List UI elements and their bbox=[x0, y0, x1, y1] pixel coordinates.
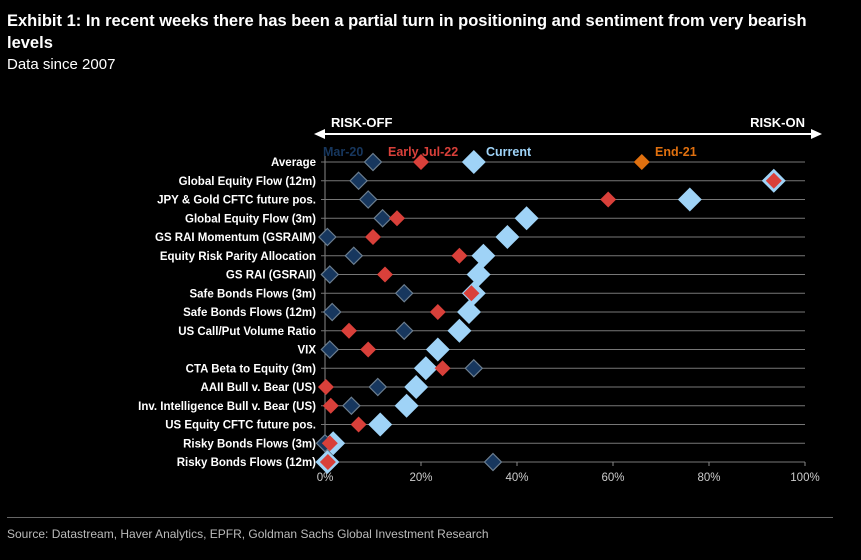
legend-end-21: End-21 bbox=[655, 145, 697, 159]
point-mar-20 bbox=[320, 340, 340, 359]
point-current bbox=[394, 393, 419, 418]
point-early-jul-22 bbox=[319, 454, 336, 470]
point-current bbox=[514, 206, 539, 231]
point-early-jul-22 bbox=[434, 360, 451, 377]
point-mar-20 bbox=[318, 227, 337, 247]
point-current bbox=[457, 300, 481, 324]
point-early-jul-22 bbox=[317, 379, 334, 395]
category-label: Average bbox=[271, 157, 316, 169]
category-label: AAII Bull v. Bear (US) bbox=[201, 382, 317, 394]
point-current bbox=[447, 318, 472, 343]
category-label: Global Equity Flow (12m) bbox=[179, 176, 317, 188]
legend-early-jul-22: Early Jul-22 bbox=[388, 145, 458, 159]
point-early-jul-22 bbox=[365, 229, 381, 245]
point-mar-20 bbox=[483, 452, 503, 472]
point-mar-20 bbox=[363, 152, 383, 172]
point-current bbox=[461, 150, 486, 174]
chart-subtitle: Data since 2007 bbox=[7, 56, 116, 73]
legend-current: Current bbox=[486, 145, 532, 159]
category-label: GS RAI (GSRAII) bbox=[226, 270, 316, 282]
x-tick-label: 80% bbox=[697, 472, 720, 484]
chart-title: Exhibit 1: In recent weeks there has bee… bbox=[7, 12, 807, 52]
point-mar-20 bbox=[373, 208, 392, 228]
point-current bbox=[471, 243, 496, 268]
point-mar-20 bbox=[394, 321, 414, 341]
point-mar-20 bbox=[464, 358, 484, 378]
point-early-jul-22 bbox=[389, 210, 405, 227]
category-label: Inv. Intelligence Bull v. Bear (US) bbox=[138, 401, 316, 413]
point-current bbox=[413, 356, 438, 381]
point-end-21 bbox=[633, 154, 650, 170]
point-early-jul-22 bbox=[360, 341, 377, 358]
category-label: Risky Bonds Flows (3m) bbox=[183, 438, 316, 450]
x-tick-label: 60% bbox=[601, 472, 624, 484]
category-label: Equity Risk Parity Allocation bbox=[160, 251, 316, 263]
category-label: CTA Beta to Equity (3m) bbox=[186, 363, 317, 375]
category-label: JPY & Gold CFTC future pos. bbox=[157, 195, 316, 207]
point-early-jul-22 bbox=[463, 285, 480, 302]
category-label: Safe Bonds Flows (12m) bbox=[183, 307, 316, 319]
point-current bbox=[368, 412, 393, 437]
risk-on-label: RISK-ON bbox=[750, 115, 805, 130]
category-label: US Equity CFTC future pos. bbox=[165, 420, 316, 432]
category-label: US Call/Put Volume Ratio bbox=[178, 326, 316, 338]
risk-off-label: RISK-OFF bbox=[331, 115, 392, 130]
point-current bbox=[466, 262, 491, 287]
point-current bbox=[404, 375, 429, 399]
point-early-jul-22 bbox=[321, 435, 338, 452]
category-label: GS RAI Momentum (GSRAIM) bbox=[155, 232, 316, 244]
point-early-jul-22 bbox=[429, 304, 446, 320]
point-current bbox=[677, 187, 702, 212]
point-early-jul-22 bbox=[600, 191, 617, 208]
category-label: Risky Bonds Flows (12m) bbox=[177, 457, 316, 469]
arrow-right-head bbox=[811, 129, 822, 139]
point-early-jul-22 bbox=[350, 416, 367, 433]
category-label: VIX bbox=[297, 345, 316, 357]
point-early-jul-22 bbox=[765, 172, 782, 189]
point-mar-20 bbox=[320, 265, 340, 284]
x-tick-label: 20% bbox=[409, 472, 432, 484]
point-early-jul-22 bbox=[451, 247, 468, 264]
point-early-jul-22 bbox=[341, 322, 357, 339]
point-mar-20 bbox=[322, 302, 342, 322]
arrow-left-head bbox=[314, 129, 325, 139]
point-mar-20 bbox=[394, 283, 414, 303]
source-note: Source: Datastream, Haver Analytics, EPF… bbox=[7, 527, 489, 541]
legend-mar-20: Mar-20 bbox=[323, 145, 363, 159]
x-tick-label: 100% bbox=[790, 472, 819, 484]
point-mar-20 bbox=[349, 171, 368, 191]
point-early-jul-22 bbox=[377, 266, 393, 283]
point-early-jul-22 bbox=[322, 397, 339, 414]
category-label: Global Equity Flow (3m) bbox=[185, 213, 316, 225]
point-mar-20 bbox=[358, 190, 378, 209]
category-label: Safe Bonds Flows (3m) bbox=[189, 288, 316, 300]
point-mar-20 bbox=[344, 246, 364, 266]
point-current bbox=[425, 337, 450, 362]
point-mar-20 bbox=[368, 377, 388, 397]
x-tick-label: 40% bbox=[505, 472, 528, 484]
point-mar-20 bbox=[342, 396, 361, 416]
point-early-jul-22 bbox=[413, 154, 429, 170]
point-current bbox=[495, 225, 520, 249]
x-tick-label: 0% bbox=[317, 472, 334, 484]
divider bbox=[7, 517, 833, 518]
